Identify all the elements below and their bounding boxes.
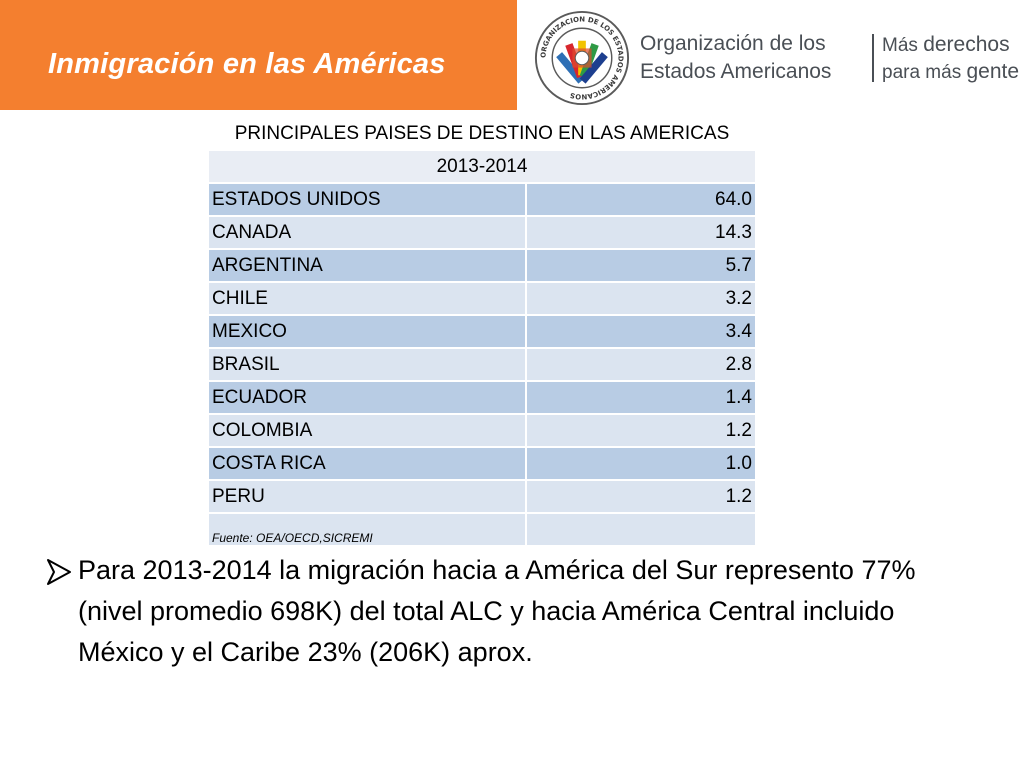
value-cell: 2.8 (525, 347, 757, 382)
value-cell: 1.2 (525, 413, 757, 448)
slide-title: Inmigración en las Américas (48, 48, 446, 80)
motto-word: para más (882, 62, 962, 83)
value-cell: 1.4 (525, 380, 757, 415)
value-cell: 64.0 (525, 182, 757, 217)
table-title: PRINCIPALES PAISES DE DESTINO EN LAS AME… (207, 116, 757, 151)
table-row: COSTA RICA 1.0 (207, 446, 757, 481)
country-cell: ESTADOS UNIDOS (207, 182, 527, 217)
country-cell: ARGENTINA (207, 248, 527, 283)
value-cell: 3.4 (525, 314, 757, 349)
country-cell: PERU (207, 479, 527, 514)
table-row: BRASIL 2.8 (207, 347, 757, 382)
country-cell: BRASIL (207, 347, 527, 382)
bullet-paragraph: Para 2013-2014 la migración hacia a Amér… (46, 550, 946, 673)
country-cell: MEXICO (207, 314, 527, 349)
org-name-line1: Organización de los (640, 32, 826, 55)
value-cell: 5.7 (525, 248, 757, 283)
value-cell: 1.2 (525, 479, 757, 514)
table-row: COLOMBIA 1.2 (207, 413, 757, 448)
country-cell: COLOMBIA (207, 413, 527, 448)
motto-word: Más (882, 35, 918, 56)
table-row: ESTADOS UNIDOS 64.0 (207, 182, 757, 217)
arrow-bullet-icon (47, 559, 71, 585)
value-cell: 3.2 (525, 281, 757, 316)
country-cell: CHILE (207, 281, 527, 316)
table-row: ECUADOR 1.4 (207, 380, 757, 415)
motto: Más derechos para más gente (882, 32, 1019, 86)
country-cell: CANADA (207, 215, 527, 250)
table-row: CANADA 14.3 (207, 215, 757, 250)
logo-divider (872, 34, 874, 82)
org-name-line2: Estados Americanos (640, 60, 832, 83)
oas-seal-icon: ORGANIZACION DE LOS ESTADOS AMERICANOS (534, 10, 630, 106)
table-row: CHILE 3.2 (207, 281, 757, 316)
country-cell: COSTA RICA (207, 446, 527, 481)
value-cell: 14.3 (525, 215, 757, 250)
table-row: PERU 1.2 (207, 479, 757, 514)
bullet-text: Para 2013-2014 la migración hacia a Amér… (78, 555, 916, 667)
table-row: MEXICO 3.4 (207, 314, 757, 349)
organization-name: Organización de los Estados Americanos (640, 30, 831, 86)
table-period: 2013-2014 (207, 149, 757, 184)
motto-word: derechos (923, 33, 1010, 56)
table-row: ARGENTINA 5.7 (207, 248, 757, 283)
source-note: Fuente: OEA/OECD,SICREMI (207, 512, 527, 547)
motto-word: gente (966, 60, 1020, 83)
country-cell: ECUADOR (207, 380, 527, 415)
empty-cell (525, 512, 757, 547)
destination-table: PRINCIPALES PAISES DE DESTINO EN LAS AME… (207, 116, 757, 547)
table-source-row: Fuente: OEA/OECD,SICREMI (207, 512, 757, 547)
value-cell: 1.0 (525, 446, 757, 481)
